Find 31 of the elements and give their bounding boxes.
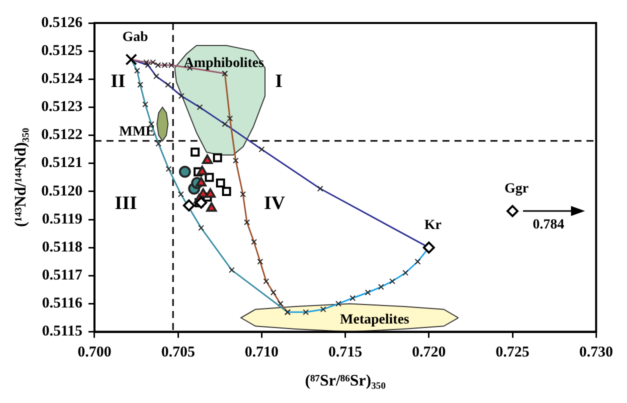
annotation: III [114, 192, 137, 214]
y-tick-label: 0.5121 [41, 155, 82, 172]
y-tick-label: 0.5118 [42, 239, 82, 256]
y-tick-label: 0.5117 [42, 268, 83, 284]
series-label: Kr [424, 218, 442, 234]
annotation: 0.784 [532, 218, 564, 233]
x-axis-title: (⁸⁷Sr/⁸⁶Sr)₃₅₀ [304, 372, 386, 390]
y-tick-label: 0.5115 [42, 324, 82, 340]
y-tick-label: 0.5126 [41, 14, 83, 31]
x-tick-label: 0.705 [161, 344, 195, 361]
series-label: Ggr [504, 182, 529, 197]
x-tick-label: 0.700 [78, 344, 112, 361]
y-axis-title: (¹⁴³Nd/¹⁴⁴Nd)₃₅₀ [12, 128, 30, 227]
x-tick-label: 0.730 [579, 344, 613, 361]
y-tick-label: 0.5125 [41, 42, 82, 59]
x-tick-label: 0.715 [328, 344, 362, 361]
series-label: MME [119, 124, 155, 140]
y-tick-label: 0.5123 [41, 99, 82, 116]
series-label: Gab [122, 30, 148, 46]
y-tick-label: 0.5116 [42, 296, 83, 312]
x-tick-label: 0.720 [412, 344, 446, 361]
annotation: II [110, 70, 126, 92]
y-tick-label: 0.5124 [41, 71, 83, 88]
series-label: Metapelites [340, 312, 410, 328]
annotation: IV [264, 192, 286, 214]
y-tick-label: 0.5119 [42, 211, 82, 228]
y-tick-label: 0.5122 [41, 127, 82, 144]
x-tick-label: 0.710 [244, 344, 279, 361]
x-tick-label: 0.725 [496, 344, 530, 361]
annotation: I [275, 70, 283, 92]
y-tick-label: 0.5120 [41, 183, 82, 200]
